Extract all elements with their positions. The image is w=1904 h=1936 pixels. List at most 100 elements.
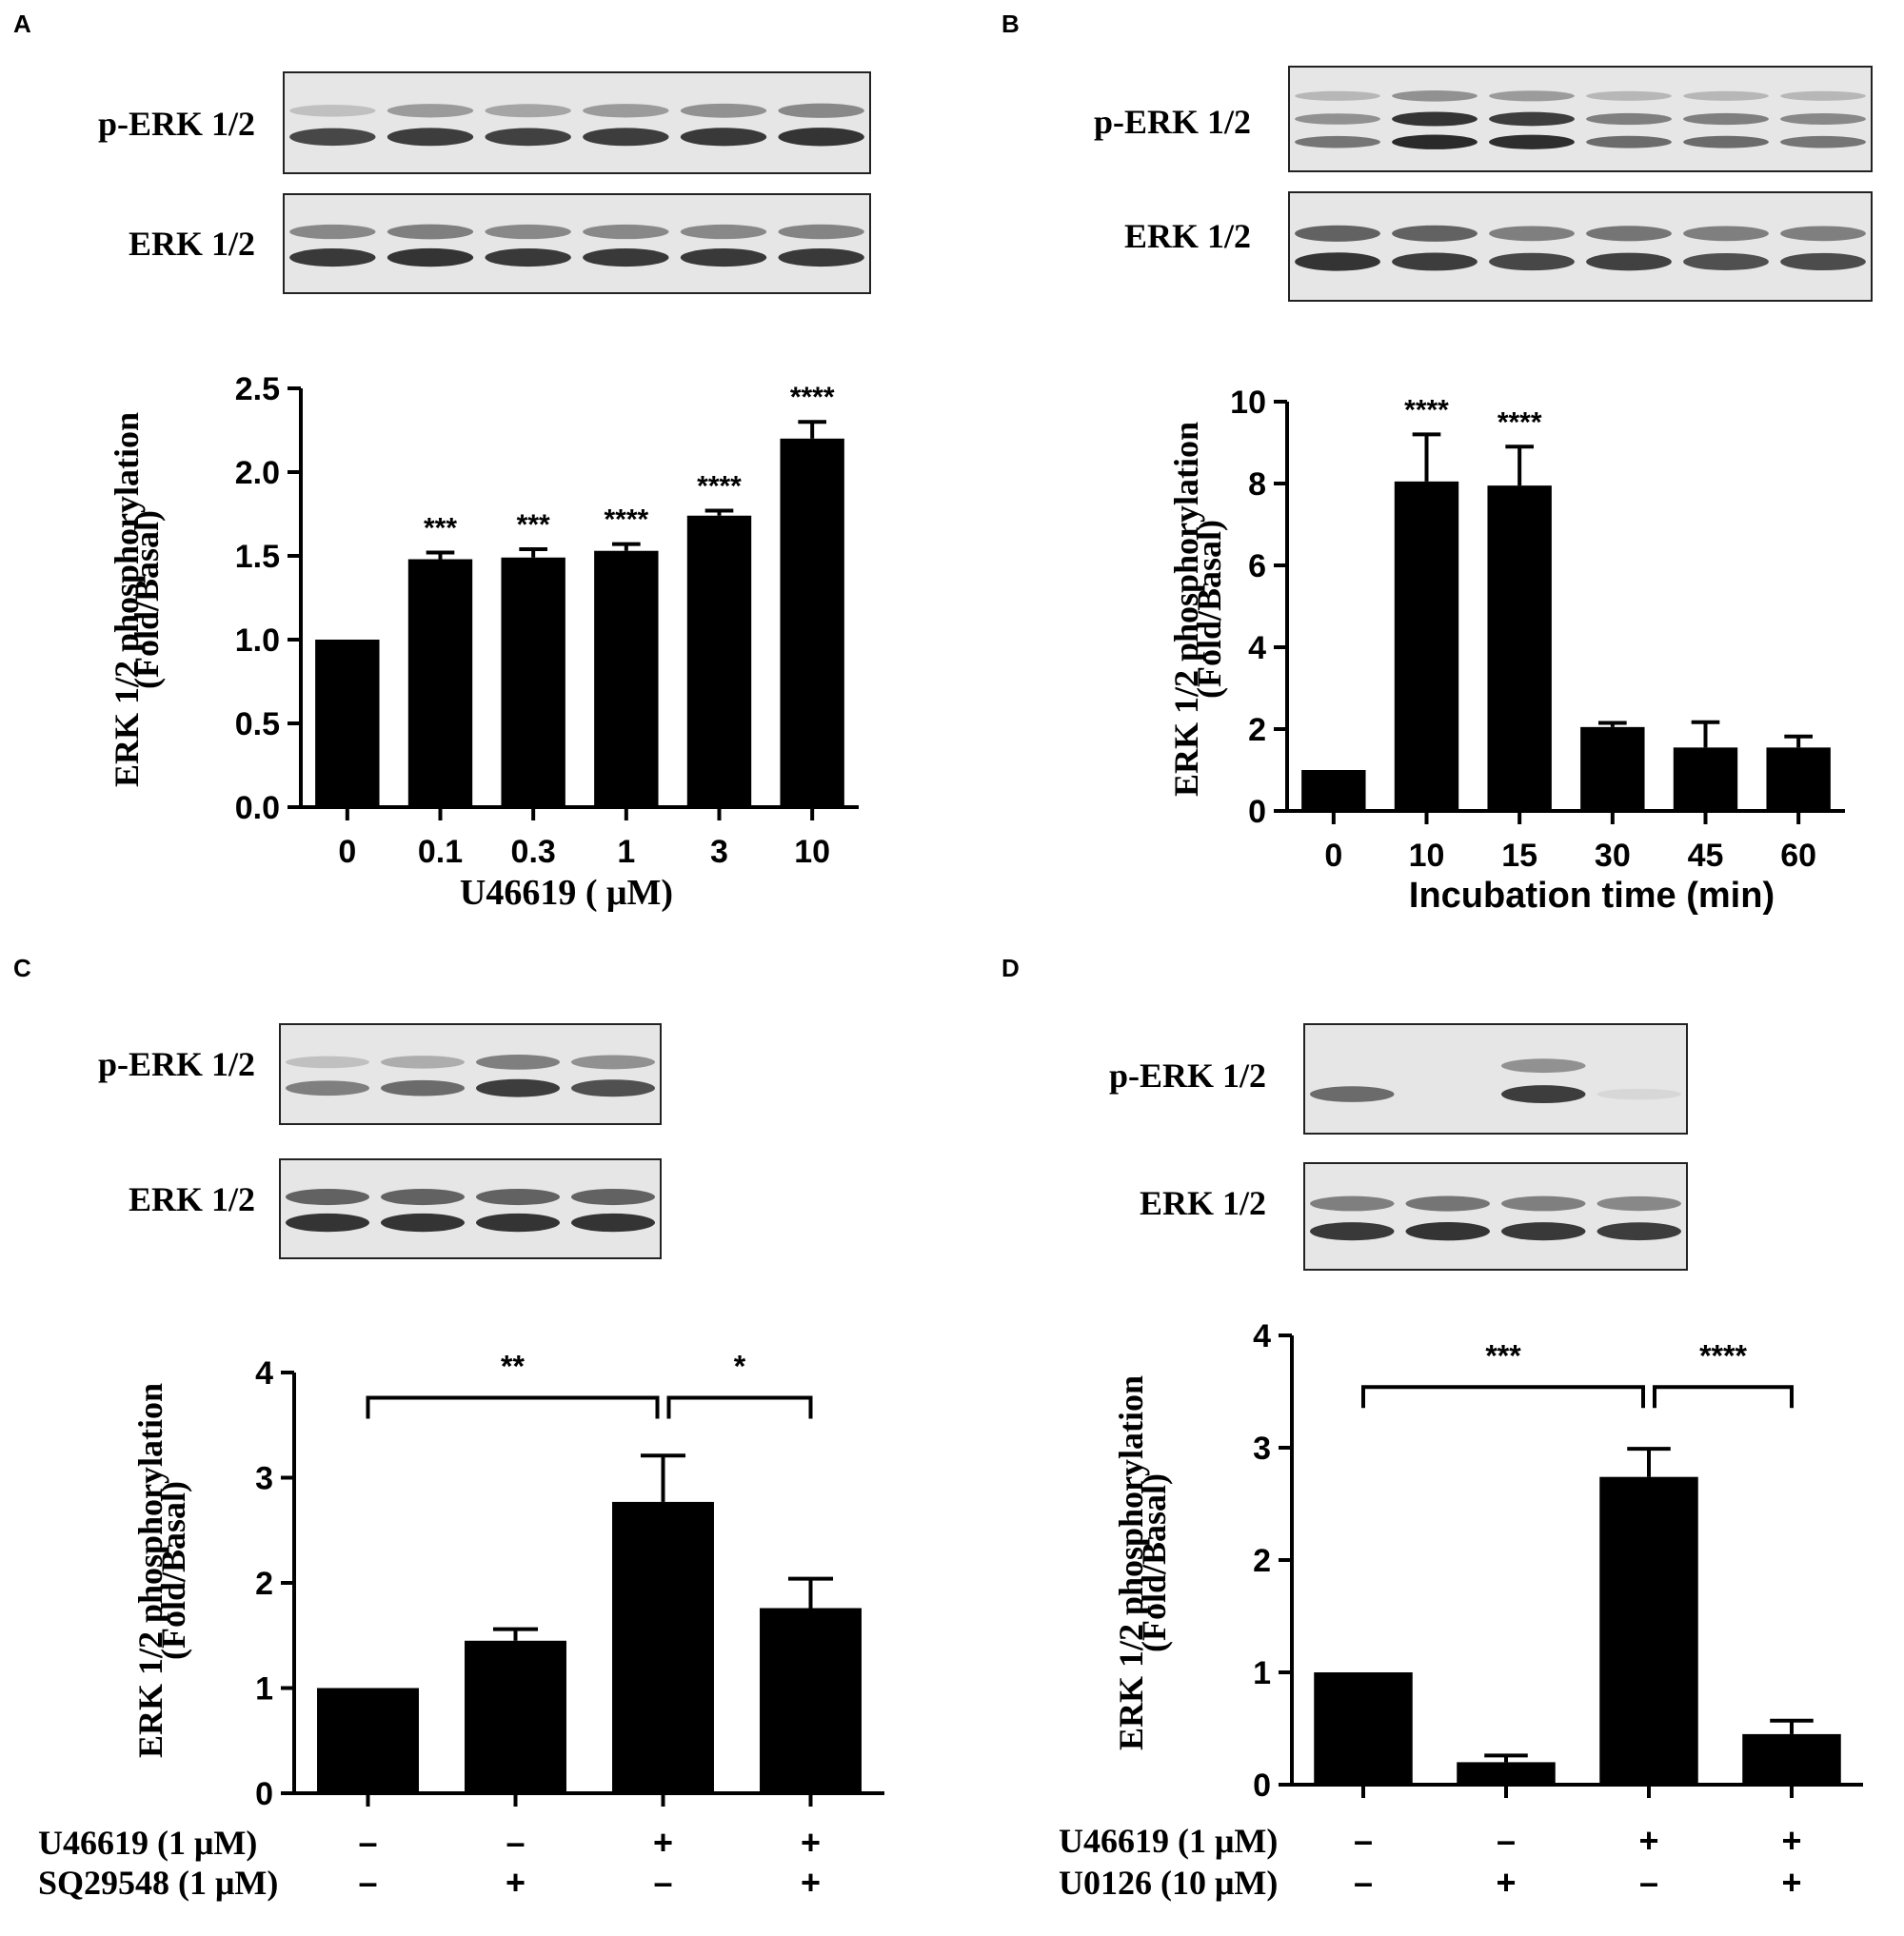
treatment-sign: – (506, 1823, 525, 1862)
y-tick-label: 4 (1253, 1318, 1271, 1354)
bar (612, 1501, 714, 1793)
y-tick-label: 0 (255, 1776, 273, 1812)
bar (686, 515, 752, 807)
y-tick-label: 0 (1253, 1768, 1271, 1804)
blot-band (485, 128, 571, 147)
blot-band (1295, 113, 1380, 125)
blot-band (1780, 252, 1866, 271)
treatment-sign: + (1781, 1863, 1801, 1902)
x-tick-label: 3 (710, 834, 728, 870)
blot-label-p-erk: p-ERK 1/2 (1109, 1057, 1266, 1095)
bar (1742, 1733, 1841, 1785)
blot-band (1501, 1195, 1586, 1212)
blot-band (485, 248, 571, 267)
blot-p-erk (1303, 1023, 1688, 1135)
treatment-sign: + (801, 1863, 821, 1902)
blot-band (1683, 252, 1769, 270)
y-tick-label: 1 (255, 1671, 273, 1708)
blot-p-erk (1288, 66, 1873, 172)
blot-label-erk: ERK 1/2 (1140, 1184, 1266, 1222)
treatment-sign: + (1638, 1821, 1658, 1860)
blot-band (1597, 1222, 1681, 1241)
bar (760, 1608, 862, 1793)
y-tick-label: 3 (1253, 1431, 1271, 1467)
y-tick-label: 8 (1248, 466, 1266, 503)
bracket-label: *** (1485, 1338, 1521, 1373)
y-tick-label: 0.0 (235, 790, 280, 826)
blot-frame (1303, 1162, 1688, 1271)
significance-label: *** (517, 509, 550, 541)
blot-band (1489, 252, 1575, 271)
blot-band (583, 104, 669, 118)
significance-label: **** (1404, 394, 1449, 425)
bar-chart-d: 0 1 2 3 4 ERK 1/2 phosphorylation(Fold/Basal)… (1059, 1318, 1863, 1902)
blot-erk (279, 1158, 662, 1259)
blot-band (289, 248, 376, 267)
significance-bracket (1361, 1385, 1645, 1409)
blot-frame (283, 71, 871, 174)
y-tick-label: 3 (255, 1461, 273, 1497)
blot-band (289, 104, 376, 117)
blot-band (1597, 1088, 1681, 1100)
blot-label-p-erk: p-ERK 1/2 (1094, 103, 1251, 141)
treatment-sign: – (1639, 1863, 1658, 1902)
y-tick-label: 10 (1230, 385, 1266, 421)
treatment-sign: – (653, 1863, 672, 1902)
x-tick-label: 60 (1780, 838, 1816, 874)
blot-band (1501, 1222, 1586, 1241)
x-tick-label: 1 (617, 834, 635, 870)
treatment-sign: – (1497, 1821, 1516, 1860)
bar (317, 1688, 419, 1793)
blot-band (1586, 135, 1672, 148)
blot-band (1501, 1058, 1586, 1074)
x-tick-label: 0.3 (511, 834, 556, 870)
bar-chart-b: 0 2 4 6 8 10 ERK 1/2 phosphorylation(Fold/Basa… (1167, 385, 1845, 916)
blot-band (571, 1055, 655, 1070)
blot-frame (279, 1023, 662, 1125)
blot-band (680, 128, 767, 147)
x-tick-label: 45 (1688, 838, 1724, 874)
panel-letter: A (13, 10, 31, 38)
blot-band (1597, 1195, 1681, 1212)
blot-erk (283, 193, 871, 294)
treatment-label: SQ29548 (1 μM) (38, 1864, 278, 1902)
blot-erk (1303, 1162, 1688, 1271)
blot-band (1295, 90, 1380, 101)
blot-band (571, 1079, 655, 1097)
blot-band (1489, 90, 1575, 102)
blot-band (778, 103, 864, 118)
y-tick-label: 1.5 (235, 539, 280, 575)
significance-bracket (366, 1395, 660, 1419)
y-tick-label: 1.0 (235, 622, 280, 659)
blot-band (1310, 1222, 1395, 1241)
x-axis-label: U46619 ( μM) (460, 873, 673, 913)
y-axis-label: ERK 1/2 phosphorylation (131, 1383, 169, 1758)
blot-band (1295, 135, 1380, 148)
blot-band (485, 224, 571, 240)
significance-label: **** (790, 382, 835, 413)
blot-band (286, 1188, 369, 1206)
blot-band (1295, 252, 1380, 271)
blot-band (1683, 226, 1769, 242)
blot-band (286, 1056, 369, 1069)
bar (1457, 1762, 1556, 1785)
x-tick-label: 0.1 (418, 834, 463, 870)
blot-band (680, 248, 767, 267)
blot-label-erk: ERK 1/2 (129, 1180, 255, 1218)
y-tick-label: 2 (1248, 712, 1266, 748)
blot-band (387, 247, 474, 267)
treatment-sign: – (358, 1823, 377, 1862)
bar (1766, 747, 1831, 811)
bar (594, 550, 659, 807)
blot-band (1310, 1195, 1395, 1212)
blot-band (571, 1213, 655, 1233)
blot-band (1780, 90, 1866, 101)
significance-bracket (666, 1395, 813, 1419)
blot-band (778, 248, 864, 267)
bracket-label: * (734, 1350, 746, 1384)
blot-band (387, 128, 474, 147)
treatment-sign: – (1354, 1863, 1373, 1902)
significance-label: *** (424, 512, 457, 543)
blot-band (1683, 90, 1769, 101)
